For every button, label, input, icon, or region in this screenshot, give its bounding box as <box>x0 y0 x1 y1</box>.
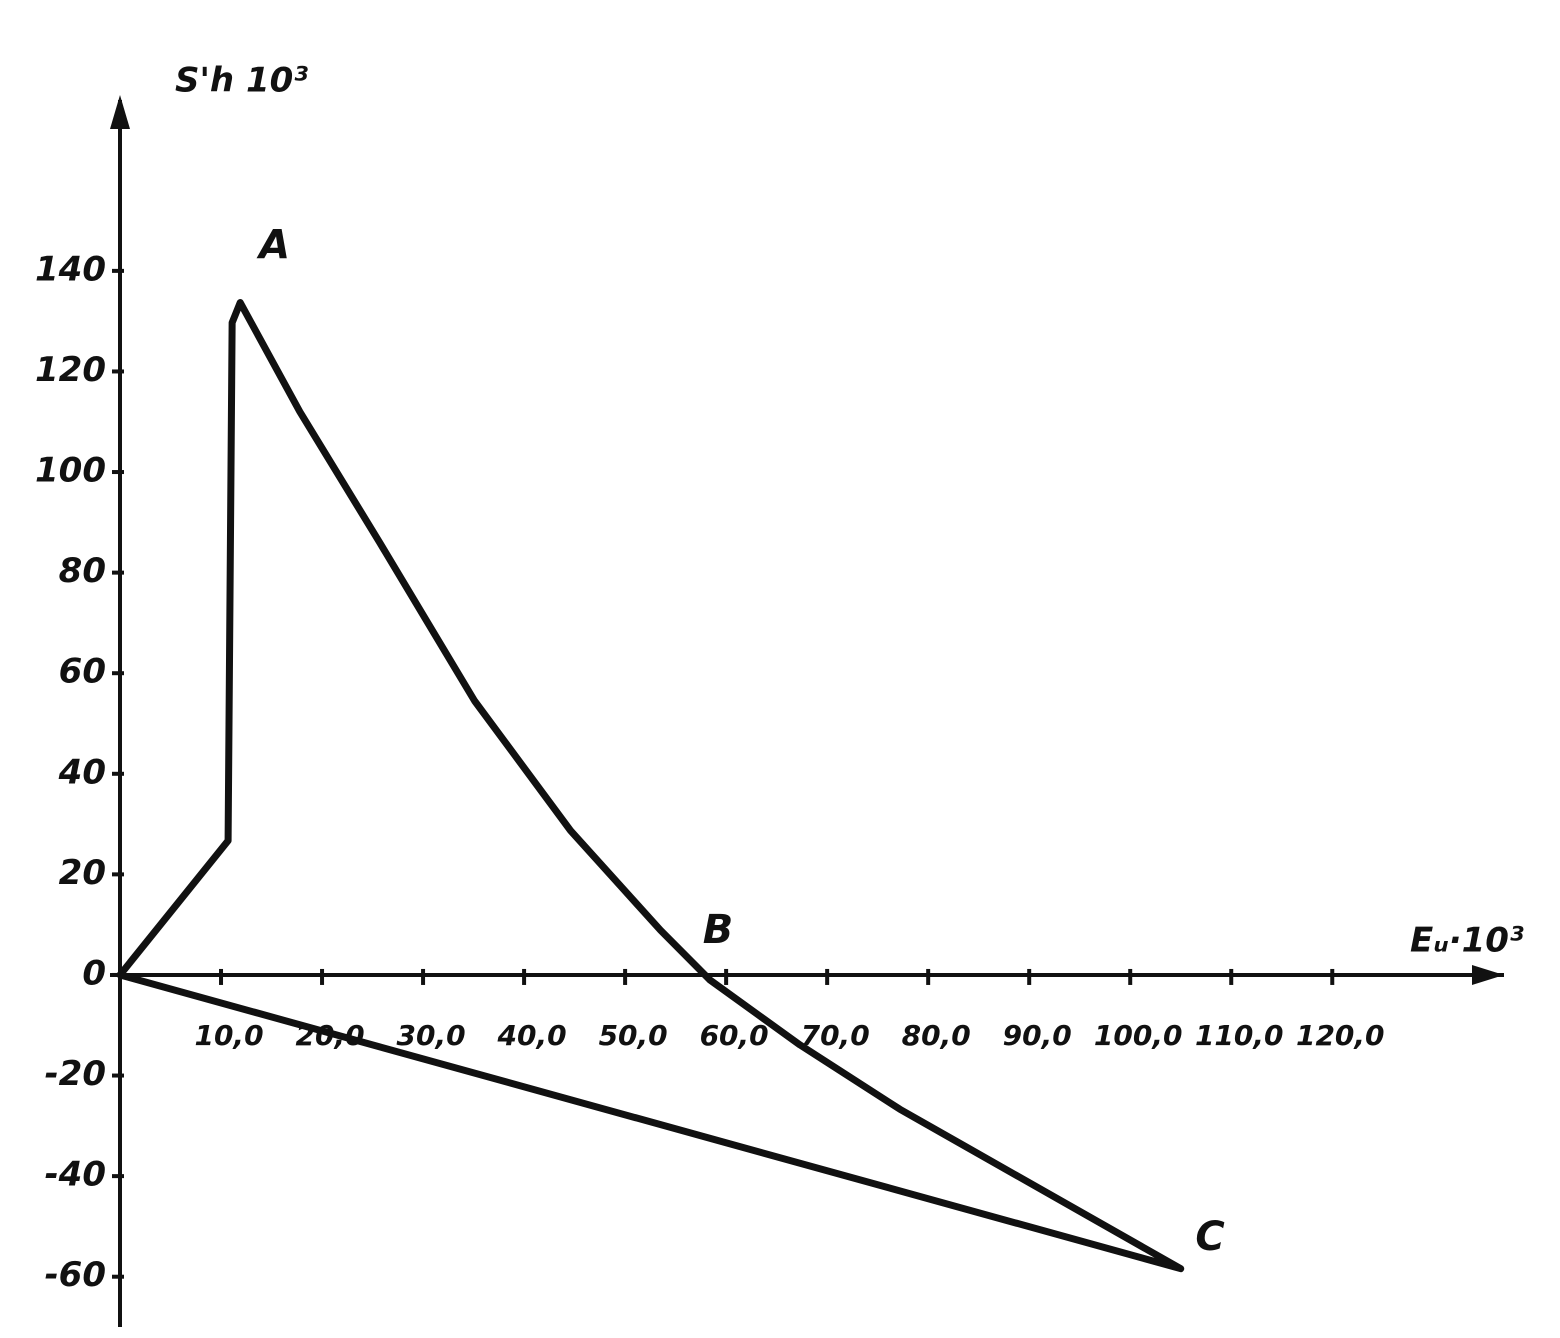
y-tick-label: 100 <box>35 451 106 491</box>
y-tick-label: -20 <box>45 1054 106 1094</box>
point-label: A <box>256 223 290 269</box>
y-tick-label: 120 <box>35 350 106 390</box>
data-line <box>116 299 1185 1273</box>
point-label: B <box>703 907 734 953</box>
point-label: C <box>1195 1214 1224 1260</box>
y-arrow <box>110 95 130 129</box>
x-tick-label: 80,0 <box>902 1019 971 1052</box>
y-tick-label: -40 <box>45 1155 106 1195</box>
y-tick-label: 80 <box>59 551 106 591</box>
x-tick-label: 70,0 <box>801 1019 870 1052</box>
y-axis-label: S'h 10³ <box>175 61 308 101</box>
x-tick-label: 60,0 <box>700 1019 769 1052</box>
x-tick-label: 120,0 <box>1296 1019 1385 1052</box>
x-tick-label: 30,0 <box>397 1019 466 1052</box>
y-tick-label: -60 <box>45 1255 106 1295</box>
x-arrow <box>1472 964 1504 985</box>
x-tick-label: 40,0 <box>497 1019 567 1052</box>
x-tick-label: 100,0 <box>1094 1019 1183 1052</box>
x-tick-label: 10,0 <box>194 1019 263 1052</box>
x-tick-label: 90,0 <box>1003 1019 1072 1052</box>
y-tick-label: 20 <box>59 853 106 893</box>
x-tick-label: 110,0 <box>1195 1019 1284 1052</box>
y-tick-label: 140 <box>35 249 106 289</box>
x-axis-label: Eᵤ·10³ <box>1410 921 1524 961</box>
y-tick-label: 40 <box>58 752 106 792</box>
y-tick-label: 0 <box>82 953 106 993</box>
x-tick-label: 50,0 <box>599 1019 668 1052</box>
y-tick-label: 60 <box>59 652 106 692</box>
